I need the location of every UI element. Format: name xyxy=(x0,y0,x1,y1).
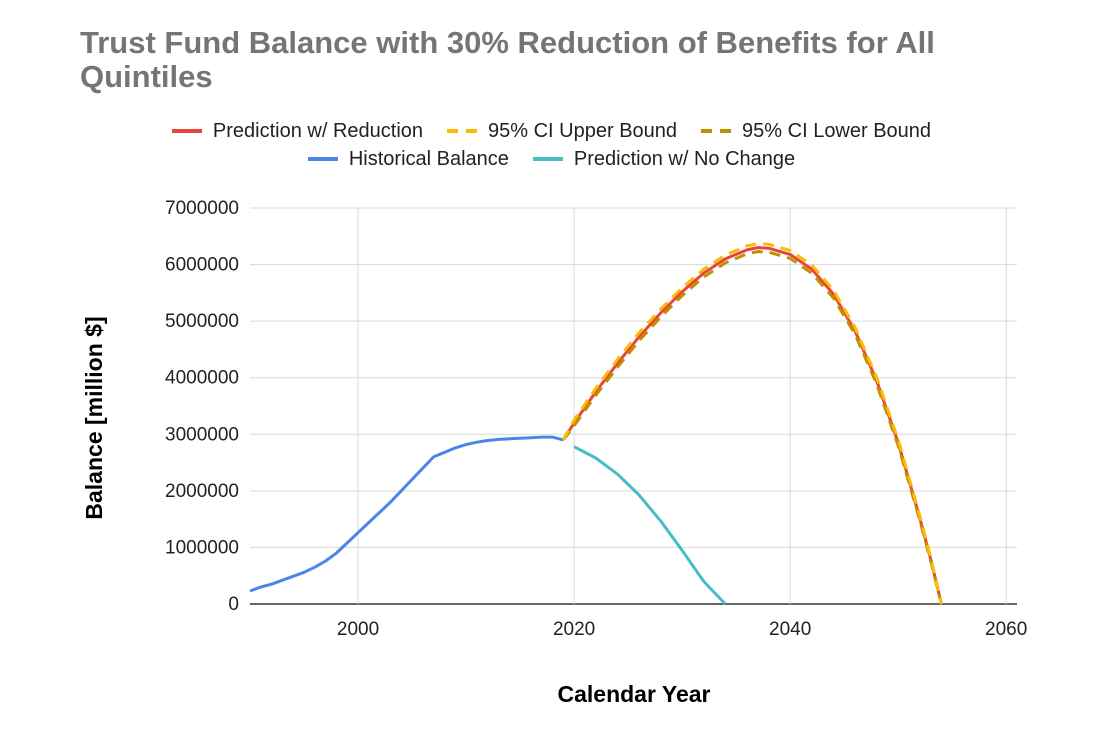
legend-swatch-ci-lower xyxy=(701,129,732,133)
y-tick-label: 2000000 xyxy=(165,481,239,502)
y-axis-title: Balance [million $] xyxy=(81,316,107,519)
y-tick-label: 1000000 xyxy=(165,537,239,558)
x-tick-label: 2020 xyxy=(553,619,595,640)
legend-label: Prediction w/ No Change xyxy=(573,147,796,170)
series-line-prediction-w-reduction xyxy=(562,246,943,605)
y-tick-label: 6000000 xyxy=(165,255,239,276)
y-tick-label: 5000000 xyxy=(165,311,239,332)
y-tick-label: 7000000 xyxy=(165,198,239,219)
legend-label: Prediction w/ Reduction xyxy=(212,119,424,142)
y-tick-label: 3000000 xyxy=(165,424,239,445)
grid-lines xyxy=(250,207,1017,605)
series-line-95-ci-lower-bound xyxy=(562,250,943,605)
legend-item-no-change[interactable]: Prediction w/ No Change xyxy=(532,147,796,171)
series-lines xyxy=(249,242,943,606)
legend-row: Historical Balance Prediction w/ No Chan… xyxy=(6,145,1097,173)
x-tick-label: 2000 xyxy=(337,619,379,640)
legend-item-prediction-reduction[interactable]: Prediction w/ Reduction xyxy=(171,119,424,143)
legend-row: Prediction w/ Reduction 95% CI Upper Bou… xyxy=(6,117,1097,145)
legend-swatch-ci-upper xyxy=(447,129,478,133)
legend-swatch-no-change xyxy=(532,157,563,161)
series-line-prediction-w-no-change xyxy=(573,445,727,606)
legend-label: 95% CI Lower Bound xyxy=(742,119,932,142)
legend-item-ci-upper[interactable]: 95% CI Upper Bound xyxy=(447,120,677,143)
x-axis-title: Calendar Year xyxy=(557,681,710,707)
legend-swatch-prediction-reduction xyxy=(171,129,202,133)
y-tick-label: 4000000 xyxy=(165,368,239,389)
x-tick-label: 2060 xyxy=(985,619,1027,640)
legend-label: 95% CI Upper Bound xyxy=(488,119,678,142)
legend: Prediction w/ Reduction 95% CI Upper Bou… xyxy=(0,117,1097,173)
legend-label: Historical Balance xyxy=(348,147,509,170)
series-line-95-ci-upper-bound xyxy=(561,242,943,605)
legend-swatch-historical xyxy=(307,157,338,161)
series-line-historical-balance xyxy=(249,435,564,593)
y-tick-label: 0 xyxy=(228,594,239,615)
tick-labels: 0 1000000 2000000 3000000 4000000 5000000 6000… xyxy=(165,198,1027,640)
legend-item-ci-lower[interactable]: 95% CI Lower Bound xyxy=(701,120,931,143)
chart-title: Trust Fund Balance with 30% Reduction of… xyxy=(80,25,935,94)
legend-item-historical[interactable]: Historical Balance xyxy=(307,147,509,171)
x-tick-label: 2040 xyxy=(769,619,811,640)
